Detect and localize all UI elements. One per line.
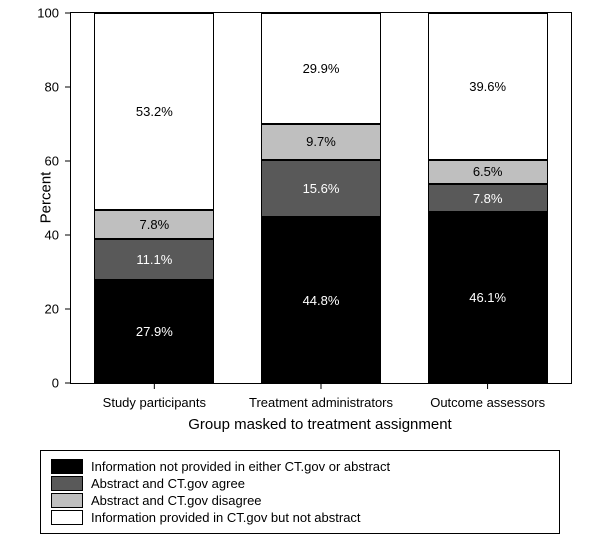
x-tick-mark xyxy=(154,383,155,389)
bar-group: 46.1% 7.8% 6.5% 39.6% xyxy=(428,13,548,383)
legend-item: Abstract and CT.gov disagree xyxy=(51,493,549,508)
y-tick-label: 20 xyxy=(45,302,65,317)
segment-label: 27.9% xyxy=(136,324,173,339)
legend-swatch xyxy=(51,476,83,491)
segment-label: 7.8% xyxy=(473,191,503,206)
bar-segment: 6.5% xyxy=(428,160,548,184)
y-tick-label: 0 xyxy=(52,376,65,391)
bar-segment: 29.9% xyxy=(261,13,381,124)
legend-label: Abstract and CT.gov disagree xyxy=(91,493,262,508)
y-tick-label: 40 xyxy=(45,228,65,243)
y-tick-label: 100 xyxy=(37,6,65,21)
x-tick: Study participants xyxy=(103,383,206,410)
y-tick-mark xyxy=(65,87,71,88)
segment-label: 11.1% xyxy=(136,252,172,267)
bar-segment: 15.6% xyxy=(261,160,381,218)
y-tick-label: 80 xyxy=(45,80,65,95)
bar-segment: 39.6% xyxy=(428,13,548,160)
legend-swatch xyxy=(51,493,83,508)
bar-segment: 46.1% xyxy=(428,212,548,383)
y-tick: 40 xyxy=(45,228,71,243)
segment-label: 44.8% xyxy=(303,293,340,308)
x-tick-label: Outcome assessors xyxy=(430,395,545,410)
bar-segment: 27.9% xyxy=(94,280,214,383)
segment-label: 9.7% xyxy=(306,134,336,149)
y-tick: 100 xyxy=(37,6,71,21)
y-tick-mark xyxy=(65,161,71,162)
x-axis-title-text: Group masked to treatment assignment xyxy=(188,416,451,433)
legend-item: Information not provided in either CT.go… xyxy=(51,459,549,474)
segment-label: 39.6% xyxy=(469,79,506,94)
segment-label: 7.8% xyxy=(140,217,170,232)
x-tick-mark xyxy=(320,383,321,389)
segment-label: 15.6% xyxy=(303,181,340,196)
figure: Percent 0 20 40 60 80 100 27.9% 11.1% 7.8% 53.2% S… xyxy=(0,0,600,537)
x-axis-title: Group masked to treatment assignment xyxy=(70,416,570,433)
legend-swatch xyxy=(51,510,83,525)
segment-label: 46.1% xyxy=(469,290,506,305)
segment-label: 53.2% xyxy=(136,104,173,119)
legend-item: Abstract and CT.gov agree xyxy=(51,476,549,491)
y-axis-title: Percent xyxy=(20,12,72,382)
legend-label: Information provided in CT.gov but not a… xyxy=(91,510,361,525)
x-tick-label: Study participants xyxy=(103,395,206,410)
bar-segment: 7.8% xyxy=(94,210,214,239)
x-tick-label: Treatment administrators xyxy=(249,395,393,410)
y-tick: 20 xyxy=(45,302,71,317)
bar-segment: 11.1% xyxy=(94,239,214,280)
bar-segment: 44.8% xyxy=(261,217,381,383)
legend-label: Information not provided in either CT.go… xyxy=(91,459,390,474)
y-axis-title-text: Percent xyxy=(37,171,54,223)
legend-item: Information provided in CT.gov but not a… xyxy=(51,510,549,525)
bar-segment: 7.8% xyxy=(428,184,548,213)
y-tick-mark xyxy=(65,309,71,310)
segment-label: 6.5% xyxy=(473,164,503,179)
y-tick: 0 xyxy=(52,376,71,391)
legend-swatch xyxy=(51,459,83,474)
y-tick-mark xyxy=(65,383,71,384)
y-tick: 60 xyxy=(45,154,71,169)
x-tick: Treatment administrators xyxy=(249,383,393,410)
legend-label: Abstract and CT.gov agree xyxy=(91,476,245,491)
y-tick-mark xyxy=(65,235,71,236)
y-tick-label: 60 xyxy=(45,154,65,169)
y-tick: 80 xyxy=(45,80,71,95)
x-tick: Outcome assessors xyxy=(430,383,545,410)
bar-segment: 9.7% xyxy=(261,124,381,160)
y-tick-mark xyxy=(65,13,71,14)
bar-group: 44.8% 15.6% 9.7% 29.9% xyxy=(261,13,381,383)
legend: Information not provided in either CT.go… xyxy=(40,450,560,534)
segment-label: 29.9% xyxy=(303,61,340,76)
bar-group: 27.9% 11.1% 7.8% 53.2% xyxy=(94,13,214,383)
bar-segment: 53.2% xyxy=(94,13,214,210)
x-tick-mark xyxy=(487,383,488,389)
plot-area: 02040608010027.9%11.1%7.8%53.2%Study par… xyxy=(70,12,572,384)
